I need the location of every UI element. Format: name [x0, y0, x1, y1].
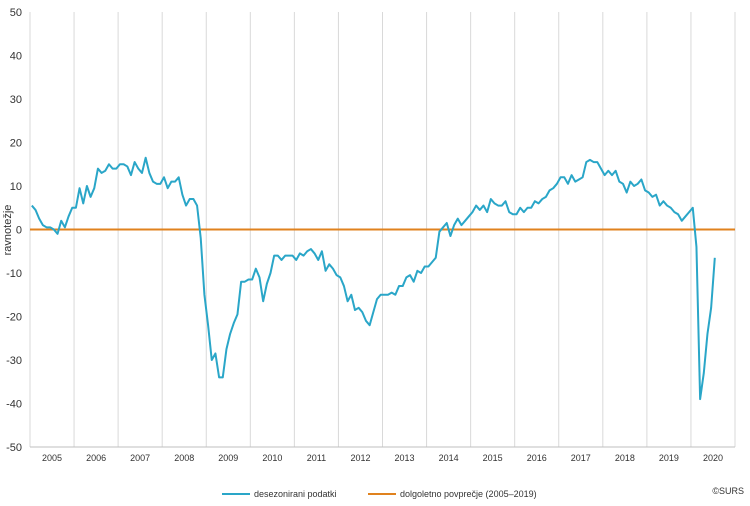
y-tick-label: 0 [16, 225, 22, 237]
y-tick-label: -40 [6, 399, 22, 411]
y-tick-label: -20 [6, 312, 22, 324]
series-line-seasonally-adjusted [31, 156, 716, 401]
legend-label-seasonally-adjusted: desezonirani podatki [254, 489, 337, 499]
x-tick-label: 2006 [86, 453, 106, 463]
y-tick-label: 40 [10, 51, 22, 63]
y-axis-ticks: -50 -40 -30 -20 -10 0 10 20 30 40 50 [6, 7, 22, 454]
y-tick-label: -10 [6, 268, 22, 280]
y-tick-label: -50 [6, 442, 22, 454]
x-tick-label: 2011 [307, 453, 326, 463]
y-tick-label: 10 [10, 181, 22, 193]
x-tick-label: 2014 [439, 453, 459, 463]
x-tick-label: 2008 [174, 453, 194, 463]
x-tick-label: 2016 [527, 453, 547, 463]
x-tick-label: 2007 [130, 453, 150, 463]
x-tick-label: 2010 [262, 453, 282, 463]
y-tick-label: 30 [10, 94, 22, 106]
x-tick-label: 2013 [395, 453, 415, 463]
legend-label-long-term-average: dolgoletno povprečje (2005–2019) [400, 489, 537, 499]
y-tick-label: 20 [10, 138, 22, 150]
y-axis-label: ravnotežje [2, 205, 14, 256]
x-tick-label: 2017 [571, 453, 591, 463]
x-tick-label: 2012 [350, 453, 370, 463]
source-credit: ©SURS [712, 486, 744, 496]
x-tick-label: 2019 [659, 453, 679, 463]
x-tick-label: 2020 [703, 453, 723, 463]
x-tick-label: 2018 [615, 453, 635, 463]
y-tick-label: 50 [10, 7, 22, 19]
y-tick-label: -30 [6, 355, 22, 367]
legend: desezonirani podatki dolgoletno povprečj… [222, 489, 537, 499]
x-tick-label: 2015 [483, 453, 503, 463]
x-axis-ticks: 2005 2006 2007 2008 2009 2010 2011 2012 2013 2014… [42, 453, 723, 463]
x-tick-label: 2005 [42, 453, 62, 463]
series-layer [30, 156, 735, 401]
x-tick-label: 2009 [218, 453, 238, 463]
